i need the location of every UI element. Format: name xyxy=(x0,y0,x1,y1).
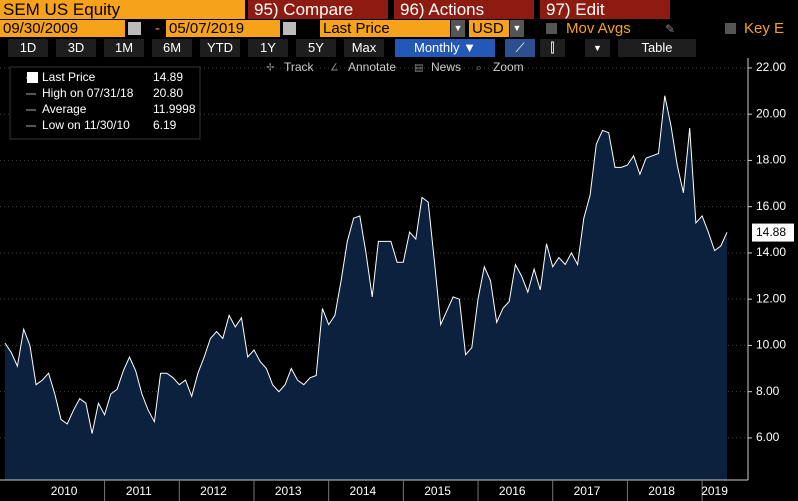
chart: 6.00 8.00 10.00 12.00 14.00 16.00 18.00 20.00 22… xyxy=(0,58,794,501)
period-button[interactable]: YTD xyxy=(200,39,240,57)
tool-icon: ▤ xyxy=(414,63,423,74)
legend-value: 6.19 xyxy=(153,118,177,132)
menu[interactable]: 96) Actions xyxy=(394,0,534,19)
legend-value: 20.80 xyxy=(153,86,183,100)
tool-icon: ⌕ xyxy=(476,63,482,74)
option[interactable]: Mov Avgs xyxy=(566,20,631,37)
x-tick-label: 2018 xyxy=(648,484,675,498)
tool[interactable]: Annotate xyxy=(348,60,396,74)
area xyxy=(5,95,727,480)
calendar-icon[interactable] xyxy=(128,22,141,35)
y-tick-label: 20.00 xyxy=(756,106,786,120)
x-tick-label: 2015 xyxy=(424,484,451,498)
tool[interactable]: News xyxy=(431,60,461,74)
currency[interactable]: USD xyxy=(469,20,509,37)
y-tick-label: 6.00 xyxy=(756,430,780,444)
last-price-label: 14.88 xyxy=(756,225,786,239)
calendar-icon[interactable] xyxy=(283,22,296,35)
dropdown[interactable]: ▼ xyxy=(585,39,610,57)
y-tick-label: 22.00 xyxy=(756,60,786,74)
y-tick-label: 16.00 xyxy=(756,199,786,213)
y-tick-label: 18.00 xyxy=(756,153,786,167)
y-tick-label: 14.00 xyxy=(756,245,786,259)
x-tick-label: 2012 xyxy=(200,484,227,498)
legend-label: Average xyxy=(42,102,87,116)
legend-box xyxy=(9,66,201,140)
menu[interactable]: 95) Compare xyxy=(248,0,388,19)
dropdown[interactable]: ▼ xyxy=(451,20,465,37)
start-date[interactable]: 09/30/2009 xyxy=(0,20,125,37)
ticker[interactable]: SEM US Equity xyxy=(0,0,245,19)
legend-label: Low on 11/30/10 xyxy=(42,118,130,132)
last-price-tag xyxy=(752,223,794,242)
tool[interactable]: Zoom xyxy=(493,60,524,74)
x-tick-label: 2019 xyxy=(701,484,728,498)
period-button[interactable]: 5Y xyxy=(296,39,336,57)
menu[interactable]: 97) Edit xyxy=(540,0,670,19)
y-tick-label: 10.00 xyxy=(756,338,786,352)
y-tick-label: 12.00 xyxy=(756,291,786,305)
legend-swatch xyxy=(27,72,38,83)
period-button[interactable]: 3D xyxy=(56,39,96,57)
x-tick-label: 2016 xyxy=(499,484,526,498)
tool-icon: ∠ xyxy=(330,63,339,74)
line-icon[interactable]: ⟋ xyxy=(505,39,535,57)
legend-value: 14.89 xyxy=(153,70,183,84)
legend-value: 11.9998 xyxy=(153,102,196,116)
x-tick-label: 2014 xyxy=(350,484,377,498)
legend-label: Last Price xyxy=(42,70,96,84)
y-tick-label: 8.00 xyxy=(756,384,780,398)
x-tick-label: 2010 xyxy=(51,484,78,498)
period-button[interactable]: 6M xyxy=(152,39,192,57)
x-tick-label: 2011 xyxy=(126,484,152,498)
option[interactable]: Key E xyxy=(744,20,785,37)
field[interactable]: Last Price xyxy=(320,20,450,37)
separator: - xyxy=(155,20,160,37)
x-tick-label: 2013 xyxy=(275,484,302,498)
line xyxy=(4,95,728,434)
period-button[interactable]: 1D xyxy=(8,39,48,57)
period-button[interactable]: 1Y xyxy=(248,39,288,57)
table-button[interactable]: Table xyxy=(618,39,696,57)
frequency[interactable]: Monthly ▼ xyxy=(395,39,495,57)
pencil-icon[interactable]: ✎ xyxy=(665,22,676,35)
checkbox[interactable] xyxy=(546,23,557,34)
period-button[interactable]: Max xyxy=(344,39,384,57)
checkbox[interactable] xyxy=(725,23,736,34)
frequency-label: Monthly xyxy=(413,40,460,55)
period-button[interactable]: 1M xyxy=(104,39,144,57)
legend-label: High on 07/31/18 xyxy=(42,86,134,100)
tool-icon: ✢ xyxy=(266,63,274,74)
tool[interactable]: Track xyxy=(284,60,315,74)
end-date[interactable]: 05/07/2019 xyxy=(166,20,280,37)
x-tick-label: 2017 xyxy=(574,484,601,498)
dropdown[interactable]: ▼ xyxy=(510,20,524,37)
bar-icon[interactable]: ⫿ xyxy=(540,39,565,57)
